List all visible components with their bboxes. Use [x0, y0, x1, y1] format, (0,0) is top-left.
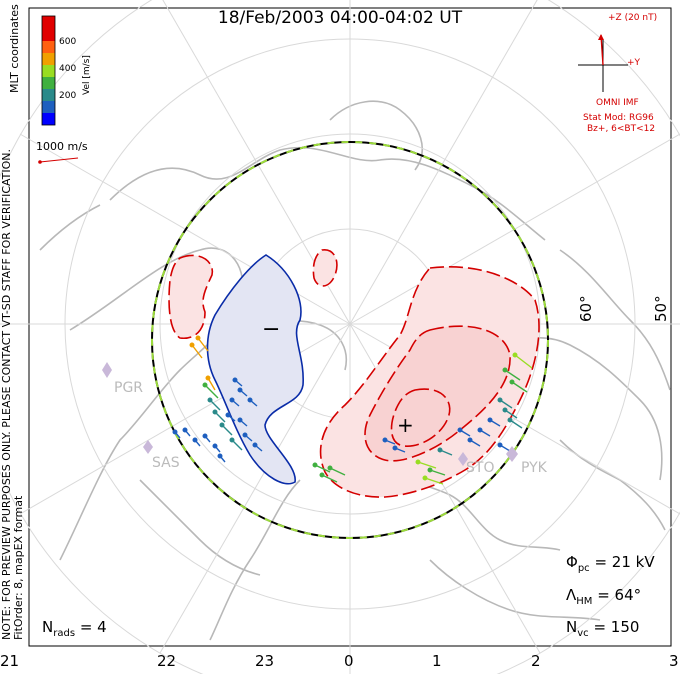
negative-potential-cell [206, 254, 304, 485]
color-scale [41, 15, 56, 126]
colorbar-tick-400: 400 [59, 64, 77, 74]
radar-site-markers [102, 362, 518, 466]
stat-model: Stat Mod: RG96 [583, 113, 654, 123]
reference-vector-arrow [38, 157, 79, 164]
site-sas: SAS [152, 455, 180, 471]
colorbar-tick-200: 200 [59, 91, 77, 101]
minimum-marker: − [262, 317, 280, 342]
mlt-label-23: 23 [255, 652, 275, 670]
fit-order: FitOrder: 8, mapEX format [12, 495, 25, 640]
coordinate-label: MLT coordinates [8, 4, 21, 93]
nrads-stat: Nrads = 4 [42, 618, 107, 639]
lambda-hm-stat: ΛHM = 64° [566, 586, 642, 607]
velocity-vectors [172, 335, 533, 485]
mlt-label-2: 2 [531, 652, 541, 670]
imf-y-label: +Y [627, 58, 641, 68]
map-title: 18/Feb/2003 04:00-04:02 UT [217, 8, 463, 28]
site-pyk: PYK [521, 460, 547, 476]
lat-label-50: 50° [652, 295, 670, 322]
mlt-label-22: 22 [157, 652, 177, 670]
hm-boundary [151, 141, 549, 539]
mlt-label-0: 0 [344, 652, 354, 670]
maximum-marker: + [397, 413, 414, 437]
imf-dial [578, 34, 628, 92]
phi-pc-stat: Φpc = 21 kV [566, 553, 655, 574]
colorbar-tick-600: 600 [59, 37, 77, 47]
site-pgr: PGR [114, 380, 144, 396]
colorbar-label: Vel [m/s] [82, 55, 92, 95]
mlt-label-21: 21 [0, 652, 20, 670]
mlt-label-3: 3 [669, 652, 679, 670]
site-sto: STO [466, 460, 495, 476]
lat-label-60: 60° [577, 295, 595, 322]
imf-z-label: +Z (20 nT) [608, 13, 658, 23]
imf-condition: Bz+, 6<BT<12 [587, 124, 656, 134]
mlt-label-1: 1 [432, 652, 442, 670]
reference-vector-label: 1000 m/s [36, 140, 88, 153]
positive-inner-contours [364, 325, 511, 462]
imf-source: OMNI IMF [596, 98, 639, 108]
nvc-stat: Nvc = 150 [566, 618, 640, 639]
